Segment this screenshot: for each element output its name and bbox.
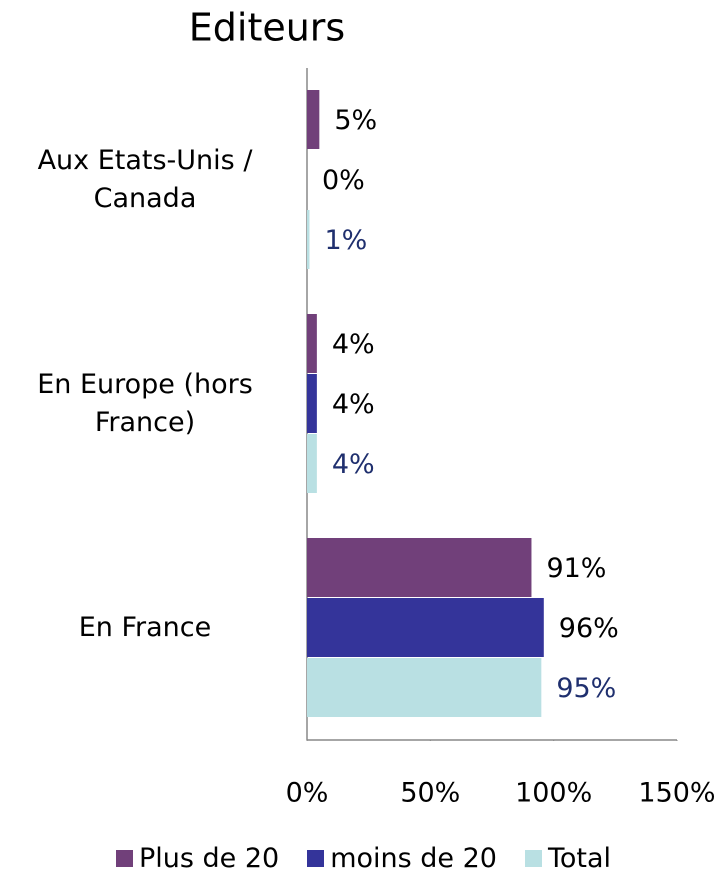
- x-tick-label: 0%: [286, 778, 329, 809]
- value-label: 5%: [334, 105, 377, 136]
- y-tick-label: En France: [78, 612, 212, 643]
- bar: [307, 658, 542, 717]
- bar: [307, 374, 317, 433]
- bar: [307, 210, 310, 269]
- legend: Plus de 20 moins de 20 Total: [0, 843, 727, 874]
- legend-label: moins de 20: [330, 843, 497, 874]
- legend-label: Plus de 20: [138, 843, 280, 874]
- legend-label: Total: [547, 843, 612, 874]
- value-label: 4%: [332, 329, 375, 360]
- legend-swatch: [524, 850, 542, 867]
- value-label: 95%: [556, 673, 616, 704]
- value-label: 1%: [324, 225, 367, 256]
- value-label: 4%: [332, 389, 375, 420]
- value-label: 0%: [322, 165, 365, 196]
- bar: [307, 538, 532, 597]
- value-label: 96%: [559, 613, 619, 644]
- y-tick-label: Aux Etats-Unis / Canada: [37, 145, 253, 214]
- legend-item: moins de 20: [307, 843, 497, 874]
- legend-item: Plus de 20: [115, 843, 280, 874]
- bar: [307, 434, 317, 493]
- y-tick-label: En Europe (hors France): [37, 369, 253, 438]
- legend-swatch: [115, 850, 133, 867]
- value-label: 91%: [546, 553, 606, 584]
- x-tick-label: 50%: [400, 778, 460, 809]
- bar: [307, 314, 317, 373]
- value-label: 4%: [332, 449, 375, 480]
- legend-swatch: [307, 850, 325, 867]
- bar: [307, 598, 544, 657]
- chart-title: Editeurs: [189, 6, 345, 50]
- x-tick-label: 150%: [638, 778, 715, 809]
- legend-item: Total: [524, 843, 612, 874]
- bar: [307, 90, 320, 149]
- x-tick-label: 100%: [515, 778, 592, 809]
